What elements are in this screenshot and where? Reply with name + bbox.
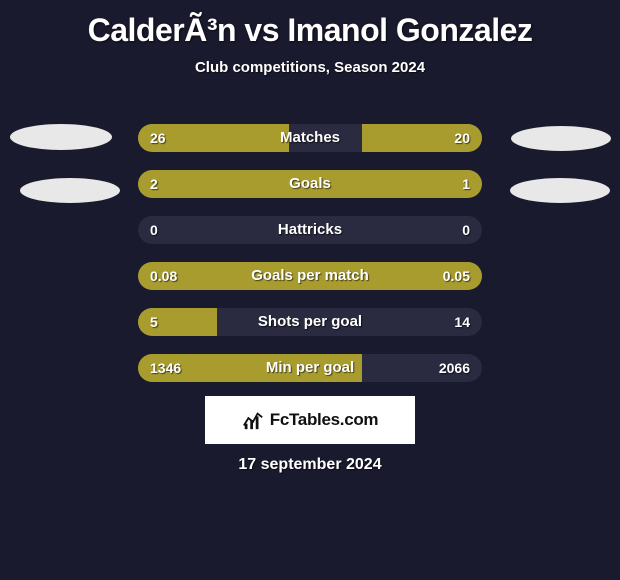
stat-row: 00Hattricks [138, 216, 482, 244]
logo-box: FcTables.com [205, 396, 415, 444]
stat-row: 514Shots per goal [138, 308, 482, 336]
avatar-right-1 [511, 126, 611, 151]
stat-label: Shots per goal [138, 308, 482, 336]
stat-row: 13462066Min per goal [138, 354, 482, 382]
subtitle: Club competitions, Season 2024 [0, 59, 620, 76]
stat-row: 21Goals [138, 170, 482, 198]
page-title: CalderÃ³n vs Imanol Gonzalez [0, 0, 620, 49]
stat-label: Min per goal [138, 354, 482, 382]
logo-text: FcTables.com [270, 410, 379, 430]
stat-label: Matches [138, 124, 482, 152]
avatar-right-2 [510, 178, 610, 203]
date-text: 17 september 2024 [0, 456, 620, 474]
stat-row: 2620Matches [138, 124, 482, 152]
stat-label: Hattricks [138, 216, 482, 244]
stats-container: 2620Matches 21Goals 00Hattricks 0.080.05Goa… [138, 124, 482, 400]
avatar-left-1 [10, 124, 112, 150]
chart-icon [242, 409, 264, 431]
stat-label: Goals per match [138, 262, 482, 290]
avatar-left-2 [20, 178, 120, 203]
stat-row: 0.080.05Goals per match [138, 262, 482, 290]
stat-label: Goals [138, 170, 482, 198]
